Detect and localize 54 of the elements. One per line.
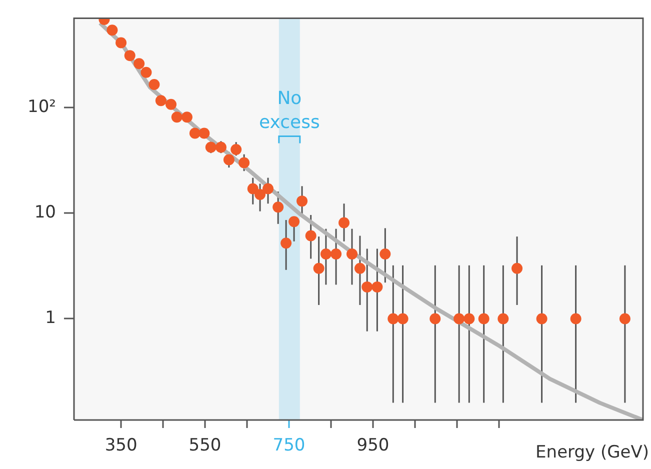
y-tick-label: 10 bbox=[34, 202, 56, 223]
point bbox=[570, 313, 582, 324]
point bbox=[106, 24, 118, 36]
point bbox=[354, 262, 366, 274]
point bbox=[155, 95, 166, 106]
point bbox=[272, 202, 284, 213]
point bbox=[296, 196, 308, 207]
point bbox=[478, 313, 490, 324]
point bbox=[320, 248, 332, 260]
point bbox=[305, 230, 316, 242]
x-axis-title: Energy (GeV) bbox=[536, 442, 649, 462]
point bbox=[124, 50, 136, 62]
point bbox=[171, 112, 182, 123]
point bbox=[388, 313, 399, 324]
point bbox=[313, 262, 324, 274]
point bbox=[140, 66, 152, 78]
point bbox=[338, 217, 350, 228]
x-tick-label: 750 bbox=[272, 436, 306, 456]
point bbox=[454, 313, 465, 324]
point bbox=[189, 128, 200, 139]
point bbox=[254, 189, 266, 200]
point bbox=[362, 281, 373, 292]
point bbox=[166, 98, 177, 110]
point bbox=[512, 262, 523, 274]
point bbox=[134, 58, 145, 70]
point bbox=[262, 183, 274, 194]
point bbox=[280, 238, 292, 249]
point bbox=[619, 313, 630, 324]
point bbox=[330, 248, 342, 260]
point bbox=[247, 183, 258, 194]
point bbox=[198, 128, 210, 139]
point bbox=[215, 142, 226, 153]
point bbox=[148, 79, 160, 90]
point bbox=[498, 313, 509, 324]
point bbox=[223, 154, 234, 166]
point bbox=[205, 142, 216, 153]
y-tick-label: 1 bbox=[45, 308, 56, 328]
point bbox=[116, 37, 127, 48]
point bbox=[346, 248, 358, 260]
point bbox=[464, 313, 475, 324]
point bbox=[397, 313, 408, 324]
point bbox=[372, 281, 383, 292]
band-label: No excess bbox=[259, 88, 320, 134]
point bbox=[430, 313, 441, 324]
y-tick-label: 10² bbox=[28, 96, 56, 117]
point bbox=[380, 248, 391, 260]
x-tick-label: 550 bbox=[188, 436, 222, 456]
point bbox=[238, 157, 250, 168]
point bbox=[181, 112, 192, 123]
x-tick-label: 350 bbox=[104, 436, 138, 456]
point bbox=[230, 144, 242, 156]
point bbox=[288, 216, 300, 228]
point bbox=[536, 313, 548, 324]
x-tick-label: 950 bbox=[356, 436, 390, 456]
